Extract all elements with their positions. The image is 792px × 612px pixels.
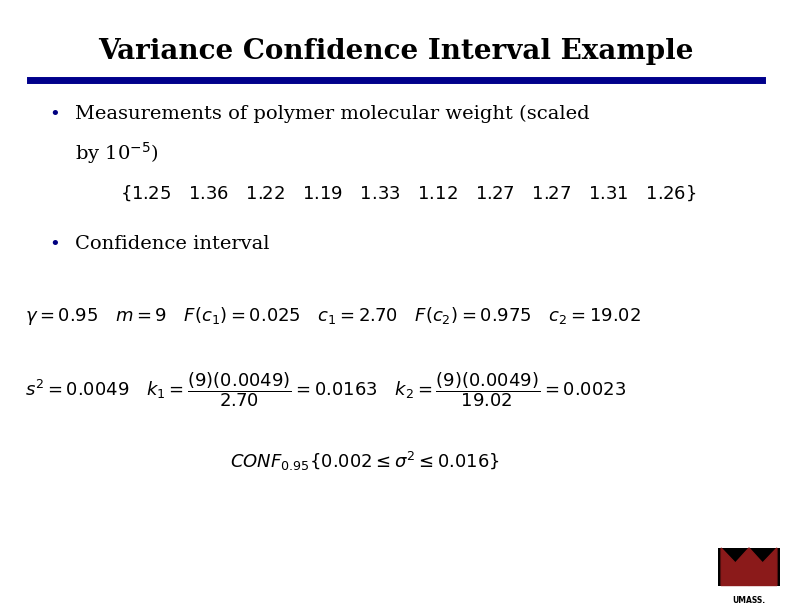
- Text: by 10$^{-5}$): by 10$^{-5}$): [75, 140, 158, 166]
- Polygon shape: [721, 548, 749, 586]
- Text: $CONF_{0.95}\left\{0.002 \leq \sigma^2 \leq 0.016\right\}$: $CONF_{0.95}\left\{0.002 \leq \sigma^2 \…: [230, 450, 500, 473]
- Polygon shape: [749, 548, 777, 586]
- Text: Measurements of polymer molecular weight (scaled: Measurements of polymer molecular weight…: [75, 105, 589, 123]
- Text: UMASS.: UMASS.: [733, 596, 766, 605]
- Text: $\gamma = 0.95 \quad m = 9 \quad F(c_1) = 0.025 \quad c_1 = 2.70 \quad F(c_2) = : $\gamma = 0.95 \quad m = 9 \quad F(c_1) …: [25, 305, 641, 327]
- Text: Variance Confidence Interval Example: Variance Confidence Interval Example: [98, 38, 694, 65]
- Text: •: •: [50, 235, 60, 253]
- Bar: [718, 548, 780, 586]
- Text: Confidence interval: Confidence interval: [75, 235, 269, 253]
- Text: $s^2 = 0.0049 \quad k_1 = \dfrac{(9)(0.0049)}{2.70} = 0.0163 \quad k_2 = \dfrac{: $s^2 = 0.0049 \quad k_1 = \dfrac{(9)(0.0…: [25, 370, 626, 409]
- Text: •: •: [50, 105, 60, 123]
- Text: $\{1.25 \quad 1.36 \quad 1.22 \quad 1.19 \quad 1.33 \quad 1.12 \quad 1.27 \quad : $\{1.25 \quad 1.36 \quad 1.22 \quad 1.19…: [120, 183, 696, 203]
